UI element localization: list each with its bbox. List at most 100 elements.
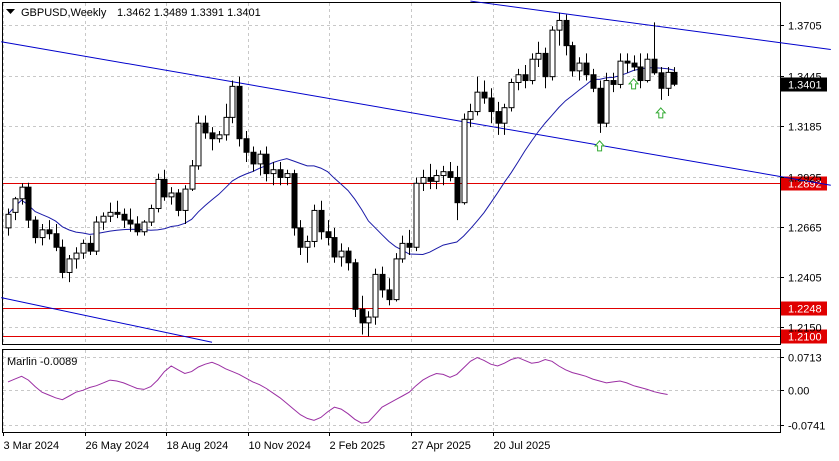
candle-body [495, 111, 502, 124]
indicator-tick-label: 0.0713 [788, 353, 822, 365]
candle-body [359, 308, 366, 324]
candle [529, 53, 536, 85]
candle-body [304, 240, 311, 248]
candle [66, 255, 73, 283]
candle-body [32, 219, 39, 239]
candle-body [556, 19, 563, 31]
up-arrow-icon [655, 107, 667, 119]
candle-body [39, 229, 46, 239]
candle [304, 235, 311, 263]
indicator-tick-label: -0.0741 [788, 421, 825, 433]
candle [270, 161, 277, 186]
candle [549, 26, 556, 81]
current-price-label: 1.3401 [788, 80, 822, 92]
candle-body [59, 246, 66, 273]
price-tick-label: 1.2150 [788, 323, 822, 335]
candle [651, 22, 658, 75]
candle-body [345, 250, 352, 264]
candle [134, 216, 141, 236]
candle [80, 239, 87, 259]
candle [250, 146, 257, 172]
date-tick-label: 27 Apr 2025 [412, 440, 471, 452]
candle [229, 80, 236, 124]
candle [631, 55, 638, 71]
candle-body [66, 258, 73, 273]
candle-body [100, 215, 107, 223]
candle [59, 239, 66, 279]
candle-body [352, 262, 359, 310]
candle [440, 165, 447, 186]
candle [515, 68, 522, 91]
candle-body [325, 231, 332, 239]
candle-body [461, 118, 468, 204]
candle [413, 177, 420, 252]
candle [141, 220, 148, 236]
candle-body [297, 227, 304, 248]
candle-body [637, 66, 644, 82]
candle-body [311, 209, 318, 242]
level-tag [781, 301, 827, 316]
candle [481, 80, 488, 104]
marlin-series [7, 357, 668, 424]
candle [202, 115, 209, 139]
main-plot-frame [2, 2, 781, 345]
date-tick-label: 26 May 2024 [86, 440, 150, 452]
candle-body [257, 153, 264, 165]
candle-body [583, 62, 590, 76]
axes: 1.3705 1.3445 1.3185 1.2925 1.2665 1.2405 1.21… [3, 21, 825, 452]
candle-body [46, 229, 53, 235]
candle-body [189, 165, 196, 190]
candle-body [148, 207, 155, 223]
candle-body [515, 74, 522, 83]
candle [535, 41, 542, 67]
candle-body [209, 132, 216, 140]
candle [644, 53, 651, 83]
level-tag-label: 1.2248 [788, 304, 822, 316]
candle [393, 253, 400, 302]
candle [522, 65, 529, 89]
candle-body [508, 81, 515, 109]
indicator-tick-label: 0.00 [788, 386, 809, 398]
header: GBPUSD,Weekly 1.3462 1.3489 1.3391 1.340… [6, 7, 261, 19]
dropdown-triangle-icon[interactable] [6, 9, 15, 14]
candle-body [624, 60, 631, 64]
candle [175, 189, 182, 217]
candle-body [19, 186, 26, 200]
candle-body [454, 176, 461, 204]
candle [121, 208, 128, 228]
candle [583, 53, 590, 81]
candle-body [379, 273, 386, 291]
candle [263, 146, 270, 182]
candle [433, 169, 440, 190]
candle [427, 163, 434, 190]
candle [39, 224, 46, 246]
marlin-line [7, 357, 668, 424]
candle [542, 47, 549, 89]
candle-body [481, 91, 488, 99]
candle-body [501, 107, 508, 124]
candle-body [372, 273, 379, 318]
candle-body [229, 85, 236, 118]
candle-body [53, 233, 60, 248]
candle [155, 173, 162, 213]
candle-body [141, 221, 148, 233]
candle-body [522, 74, 529, 82]
candle-body [365, 316, 372, 324]
candle [365, 311, 372, 337]
candle [495, 101, 502, 135]
candle [114, 200, 121, 219]
candle-body [73, 252, 80, 260]
level-tag [781, 329, 827, 344]
date-tick-label: 2 Feb 2025 [330, 440, 386, 452]
candle-body [223, 116, 230, 136]
moving-average [7, 67, 675, 256]
candle [325, 220, 332, 246]
candle [257, 150, 264, 176]
trendline [1, 41, 831, 186]
candle [617, 53, 624, 89]
candle [19, 183, 26, 205]
candle [216, 130, 223, 143]
candle [32, 216, 39, 244]
candle-body [603, 80, 610, 124]
